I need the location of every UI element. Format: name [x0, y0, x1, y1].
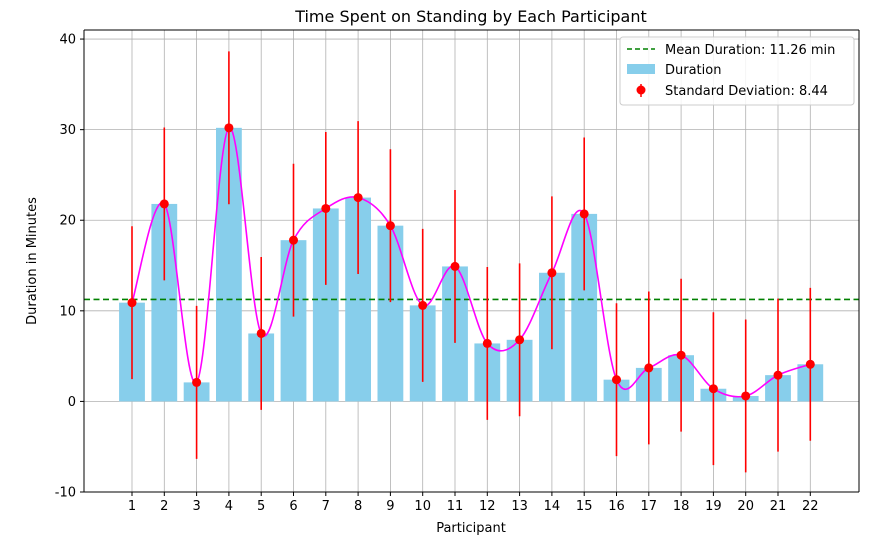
data-point — [450, 261, 460, 271]
x-tick-label: 17 — [641, 499, 658, 514]
y-tick-label: 30 — [59, 123, 76, 138]
data-point — [547, 268, 557, 278]
data-point — [289, 235, 298, 245]
legend-frame — [619, 36, 855, 106]
data-point — [159, 199, 169, 209]
chart-title: Time Spent on Standing by Each Participa… — [294, 7, 647, 26]
data-point — [741, 391, 751, 401]
data-point — [644, 363, 654, 373]
data-point — [708, 384, 718, 394]
legend-duration-swatch — [627, 64, 655, 74]
x-tick-label: 11 — [447, 499, 464, 514]
x-tick-label: 1 — [128, 499, 136, 514]
x-tick-label: 2 — [160, 499, 168, 514]
data-point — [515, 335, 525, 345]
data-point — [612, 375, 621, 385]
data-point — [127, 298, 137, 308]
x-tick-label: 5 — [257, 499, 265, 514]
legend-std-marker-swatch — [636, 85, 646, 95]
x-tick-label: 21 — [770, 499, 787, 514]
x-tick-label: 20 — [737, 499, 754, 514]
y-tick-label: 0 — [68, 395, 76, 410]
data-point — [224, 123, 234, 133]
legend-std-label: Standard Deviation: 8.44 — [665, 84, 828, 99]
x-tick-label: 12 — [479, 499, 496, 514]
data-point — [676, 350, 686, 360]
data-point — [482, 338, 492, 348]
data-point — [321, 203, 331, 213]
x-tick-label: 3 — [192, 499, 200, 514]
x-tick-label: 14 — [544, 499, 561, 514]
x-tick-label: 6 — [289, 499, 297, 514]
smooth-curve — [131, 127, 811, 398]
data-point — [805, 359, 815, 369]
x-tick-label: 9 — [386, 499, 394, 514]
x-tick-label: 22 — [802, 499, 819, 514]
x-tick-label: 18 — [673, 499, 690, 514]
data-point — [579, 209, 589, 219]
data-point — [353, 193, 363, 203]
y-tick-label: 20 — [59, 214, 76, 229]
y-tick-label: 10 — [59, 304, 76, 319]
x-tick-label: 10 — [414, 499, 431, 514]
x-tick-label: 4 — [225, 499, 233, 514]
legend-duration-label: Duration — [665, 63, 721, 78]
x-tick-label: 7 — [322, 499, 330, 514]
y-tick-label: 40 — [59, 33, 76, 48]
y-axis-label: Duration in Minutes — [25, 197, 40, 325]
data-point — [256, 328, 266, 338]
x-axis-label: Participant — [436, 521, 506, 536]
y-tick-label: -10 — [55, 486, 76, 501]
data-point — [385, 221, 395, 231]
data-point — [418, 300, 428, 310]
x-tick-label: 19 — [705, 499, 722, 514]
data-point — [773, 370, 783, 380]
x-tick-label: 13 — [511, 499, 528, 514]
x-tick-label: 16 — [608, 499, 625, 514]
legend-mean-label: Mean Duration: 11.26 min — [665, 43, 835, 58]
data-point — [192, 377, 202, 387]
legend: Mean Duration: 11.26 min Duration Standa… — [619, 36, 855, 106]
x-tick-label: 8 — [354, 499, 362, 514]
x-tick-label: 15 — [576, 499, 593, 514]
